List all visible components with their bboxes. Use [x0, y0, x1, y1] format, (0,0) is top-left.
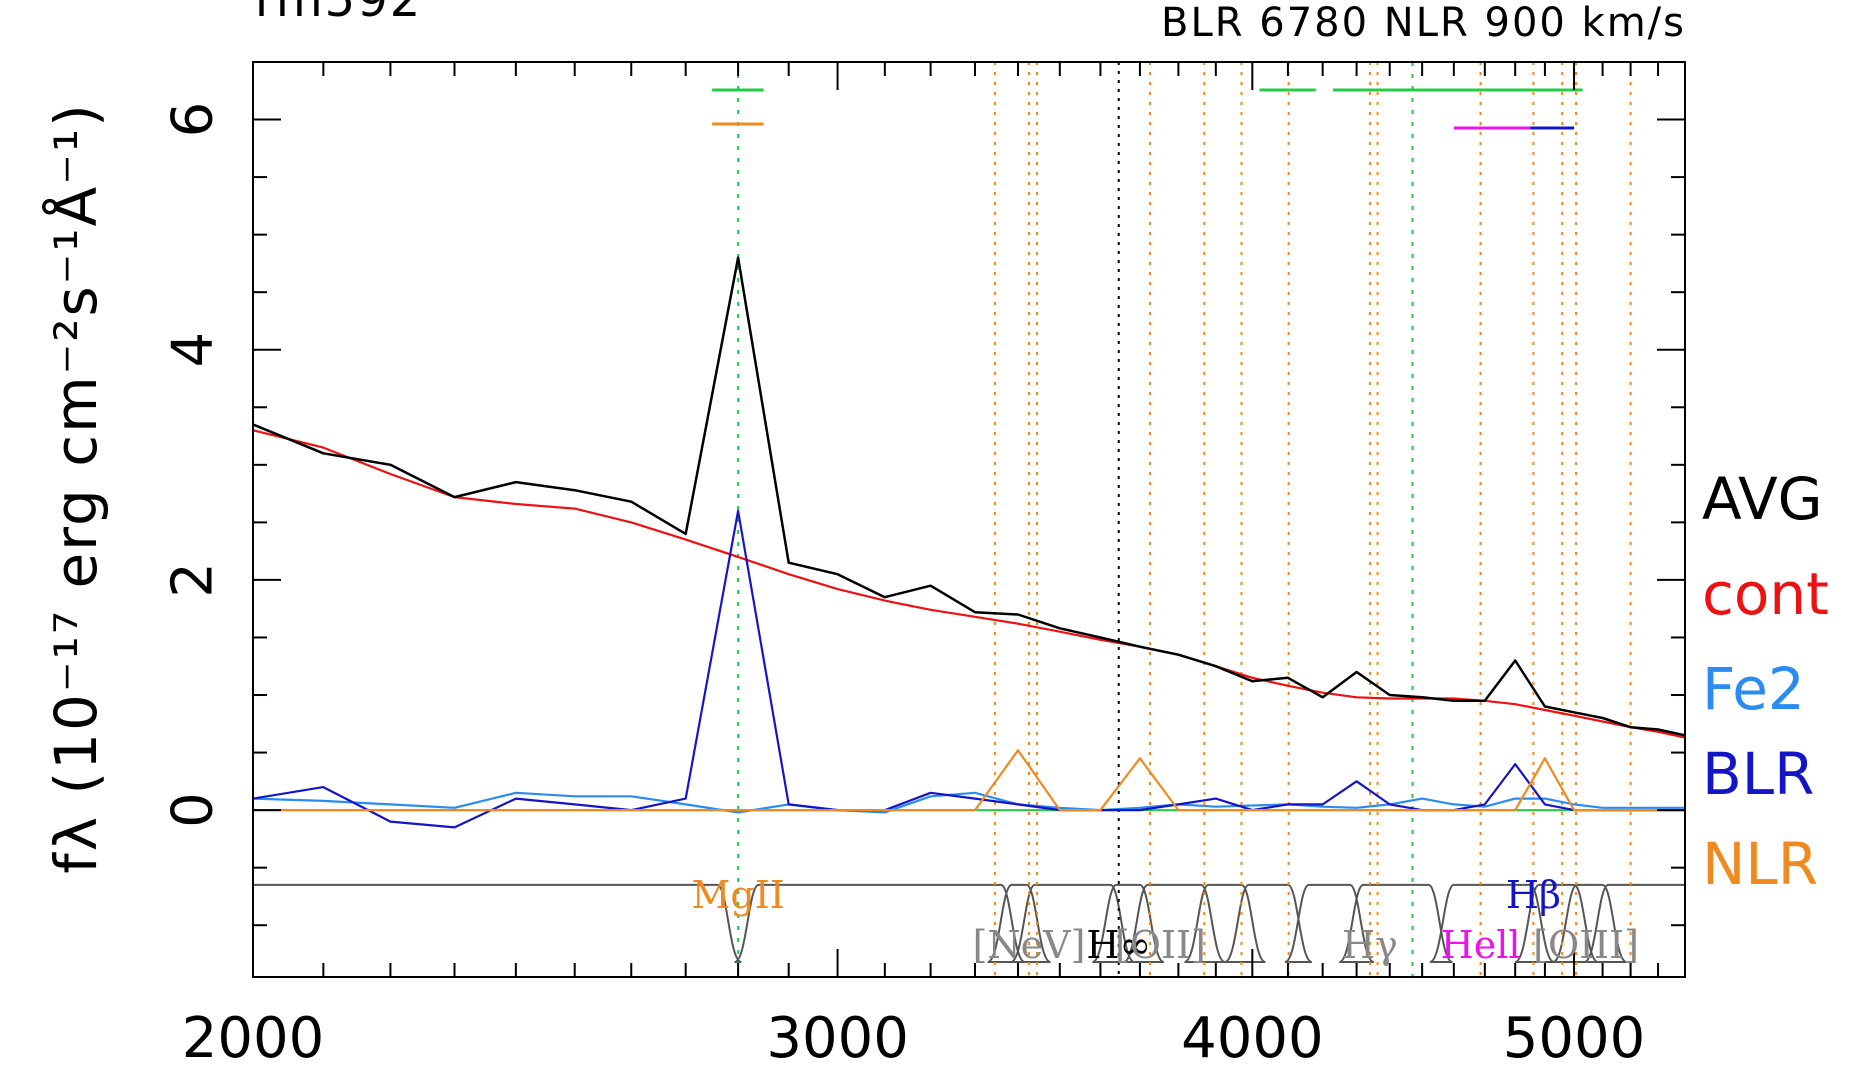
line-label: [OII]: [1115, 923, 1206, 967]
line-label: MgII: [691, 873, 784, 917]
object-title: rm592: [255, 0, 423, 28]
x-tick-label: 2000: [182, 1006, 325, 1071]
line-label: Hell: [1441, 923, 1521, 967]
x-tick-label: 5000: [1503, 1006, 1646, 1071]
x-tick-label: 4000: [1181, 1006, 1324, 1071]
window-curve: [253, 883, 1685, 963]
legend-cont: cont: [1702, 560, 1829, 628]
line-label: H∞: [1086, 923, 1151, 967]
legend-nlr: NLR: [1702, 830, 1818, 898]
y-tick-label: 4: [161, 332, 226, 368]
line-label: [NeV]: [973, 923, 1086, 967]
y-tick-label: 6: [161, 102, 226, 138]
line-label: [OIII]: [1533, 923, 1639, 967]
legend-avg: AVG: [1702, 465, 1823, 533]
y-tick-label: 0: [161, 792, 226, 828]
legend-blr: BLR: [1702, 740, 1815, 808]
plot-frame: [252, 61, 1686, 978]
x-tick-label: 3000: [766, 1006, 909, 1071]
series-cont-line: [252, 429, 1686, 739]
series-avg-line: [252, 256, 1686, 737]
kinematics-label: BLR 6780 NLR 900 km/s: [1161, 0, 1686, 46]
series-nlr-line: [253, 749, 1685, 812]
series-blr-line: [252, 509, 1685, 829]
line-label: Hβ: [1506, 873, 1561, 917]
y-tick-label: 2: [161, 562, 226, 598]
legend-fe2: Fe2: [1702, 655, 1805, 723]
series-fe2-line: [252, 791, 1685, 814]
line-label: Hγ: [1342, 923, 1398, 967]
